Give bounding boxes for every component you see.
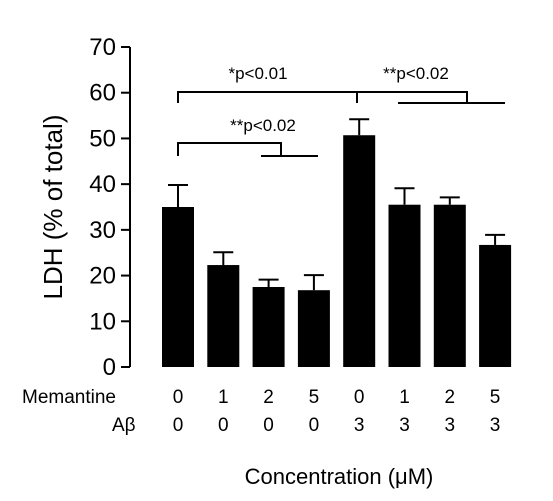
x-row-value: 0 [309,415,320,436]
bar [433,204,466,367]
y-tick-label: 10 [89,308,116,335]
y-tick-label: 0 [103,354,116,381]
annotation-p02-left: **p<0.02 [230,116,296,135]
y-ticks: 0 10 20 30 40 50 60 70 [89,34,130,381]
x-row-value: 5 [309,387,320,408]
significance-brackets [177,91,505,157]
bracket-right-top [356,91,468,103]
bracket-left-bottom [177,142,282,156]
x-row-value: 2 [263,387,274,408]
x-axis-title: Concentration (μM) [245,464,434,489]
y-axis-title: LDH (% of total) [38,115,68,300]
bar [479,244,512,367]
bar [297,290,330,367]
x-row-value: 0 [173,387,184,408]
y-tick-label: 60 [89,80,116,107]
y-tick-label: 30 [89,217,116,244]
x-row-value: 0 [354,387,365,408]
y-tick-label: 40 [89,171,116,198]
row-label-memantine: Memantine [22,387,116,408]
x-row-value: 0 [218,415,229,436]
bar [252,287,285,367]
x-row-value: 1 [399,387,410,408]
x-row-value: 3 [445,415,456,436]
bar [207,265,240,367]
annotation-p02-right: **p<0.02 [383,64,449,83]
x-row-value: 1 [218,387,229,408]
y-axis: 0 10 20 30 40 50 60 70 [89,34,131,381]
x-row-value: 3 [490,415,501,436]
x-row-value: 5 [490,387,501,408]
y-tick-label: 50 [89,125,116,152]
bars [162,118,512,367]
x-row-value: 0 [263,415,274,436]
annotation-p01: *p<0.01 [228,64,287,83]
row-label-abeta: Aβ [112,415,136,436]
y-tick-label: 20 [89,263,116,290]
y-tick-label: 70 [89,34,116,61]
x-row-value: 3 [399,415,410,436]
bar [162,207,194,367]
bar [388,204,421,367]
bracket-left-top [177,91,358,103]
x-row-values: 0 1 2 5 0 1 2 5 0 0 0 0 3 3 3 3 [173,387,501,436]
x-row-value: 0 [173,415,184,436]
bar [343,135,376,367]
x-row-value: 2 [445,387,456,408]
x-row-value: 3 [354,415,365,436]
